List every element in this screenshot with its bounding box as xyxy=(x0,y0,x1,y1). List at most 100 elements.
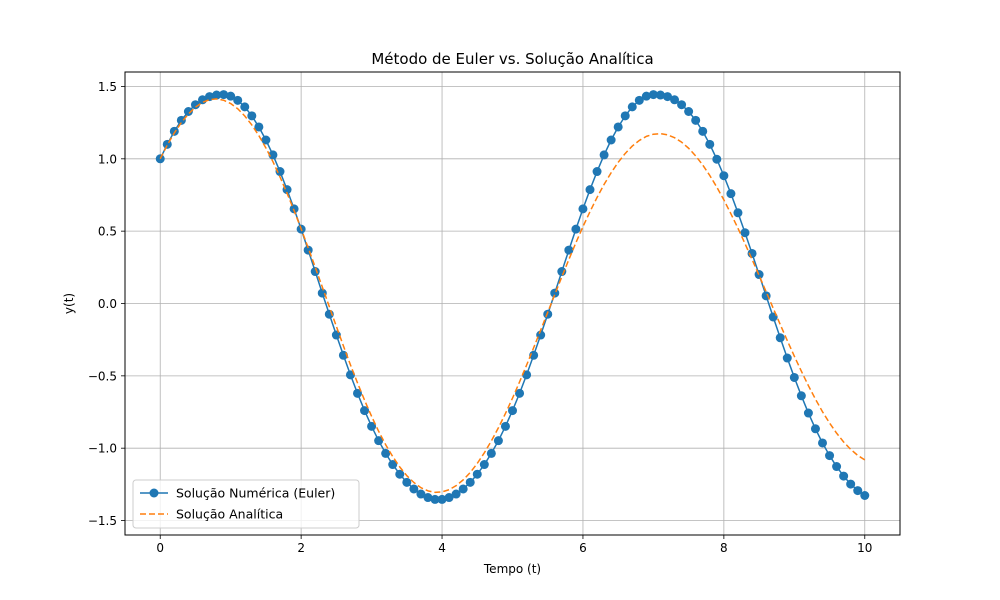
series-euler-point xyxy=(508,406,517,416)
grid xyxy=(125,72,900,535)
series-euler-point xyxy=(190,100,200,110)
series-euler-point xyxy=(437,494,447,504)
series-euler-point xyxy=(705,139,715,149)
chart-title: Método de Euler vs. Solução Analítica xyxy=(371,50,653,68)
x-tick-label: 8 xyxy=(720,541,728,555)
series-euler-point xyxy=(585,185,595,195)
series-euler-point xyxy=(268,150,278,160)
series-euler-point xyxy=(571,224,581,234)
series-euler-point xyxy=(529,350,539,360)
series-euler-point xyxy=(726,189,736,199)
series-euler-point xyxy=(212,90,222,100)
series-euler-point xyxy=(832,462,842,472)
y-tick-label: −1.5 xyxy=(88,514,117,528)
series-euler-point xyxy=(557,267,567,277)
legend-box xyxy=(132,479,360,529)
series-euler-point xyxy=(648,90,658,100)
series-euler-point xyxy=(655,90,665,100)
series-euler-point xyxy=(719,171,729,181)
series-euler-point xyxy=(810,424,820,434)
series-euler-point xyxy=(733,208,743,218)
series-euler-point xyxy=(458,484,468,494)
x-tick-label: 10 xyxy=(857,541,872,555)
series-euler-point xyxy=(627,102,637,112)
y-tick-label: 1.0 xyxy=(98,152,117,166)
ticks: 0 2 4 6 8 10 −1.5 −1.0 −0.5 0.0 0.5 1.0 1.5 xyxy=(88,80,873,555)
series-euler-point xyxy=(698,126,708,136)
series-euler-point xyxy=(374,436,384,446)
x-axis-title: Tempo (t) xyxy=(483,562,541,576)
series-euler-point xyxy=(479,460,489,470)
series-euler-point xyxy=(353,388,362,398)
series-euler-point xyxy=(381,448,391,458)
series-euler-point xyxy=(818,438,827,448)
series-euler-point xyxy=(423,493,433,503)
series-euler-point xyxy=(444,493,454,503)
series-euler-point xyxy=(515,388,525,398)
series-euler-point xyxy=(416,489,426,499)
y-tick-label: −0.5 xyxy=(88,369,117,383)
series-euler-point xyxy=(254,122,264,132)
series-euler-point xyxy=(388,460,398,470)
series-euler-point xyxy=(310,267,320,277)
series-euler-point xyxy=(219,90,229,100)
series-euler-point xyxy=(578,204,588,214)
series-euler-point xyxy=(169,126,179,136)
series-euler-point xyxy=(684,107,694,116)
series-euler-point xyxy=(395,469,405,479)
legend-label-analytic: Solução Analítica xyxy=(176,507,283,522)
series-euler-point xyxy=(331,330,341,340)
series-analytic-line xyxy=(159,98,866,494)
series-euler-point xyxy=(663,92,672,102)
series-euler-point xyxy=(500,421,510,431)
series-euler-point xyxy=(846,479,856,489)
series-euler-point xyxy=(613,122,623,132)
series-euler-point xyxy=(670,95,680,105)
series-euler-point xyxy=(853,486,863,496)
series-euler-point xyxy=(451,489,461,499)
series-euler-point xyxy=(247,111,257,121)
y-tick-label: −1.0 xyxy=(88,442,117,456)
series-euler-point xyxy=(860,491,870,500)
series-euler-point xyxy=(606,135,616,145)
series-euler-point xyxy=(740,228,750,238)
series-euler-point xyxy=(465,477,475,487)
y-tick-label: 0.5 xyxy=(98,225,117,239)
series-euler-point xyxy=(796,391,806,401)
series-euler-point xyxy=(472,469,482,479)
series-euler-point xyxy=(226,91,236,101)
series-euler-point xyxy=(402,477,412,487)
series-euler-point xyxy=(775,333,785,343)
series-euler-point xyxy=(493,436,503,446)
series-euler-point xyxy=(240,102,250,112)
x-tick-label: 4 xyxy=(438,541,446,555)
series-euler-point xyxy=(183,107,193,116)
series-euler-point xyxy=(522,370,532,380)
series-euler-point xyxy=(782,353,792,363)
series-euler-point xyxy=(712,154,722,164)
x-tick-label: 2 xyxy=(297,541,305,555)
series-euler-point xyxy=(592,167,602,177)
y-tick-label: 1.5 xyxy=(98,80,117,94)
legend-label-euler: Solução Numérica (Euler) xyxy=(176,486,335,501)
series-euler-point xyxy=(162,139,172,149)
series-euler-point xyxy=(367,421,377,431)
series-euler-point xyxy=(233,95,243,105)
series-euler-point xyxy=(839,471,849,481)
series-euler-point xyxy=(634,95,644,105)
series-euler-point xyxy=(803,408,813,418)
series-euler-point xyxy=(620,111,630,121)
series-euler-point xyxy=(261,135,271,145)
series-euler-point xyxy=(486,448,496,458)
series-euler-point xyxy=(409,484,419,494)
series-euler-point xyxy=(360,406,370,416)
series-euler-point xyxy=(825,451,835,461)
series-euler-point xyxy=(176,115,186,125)
series-euler-point xyxy=(564,245,574,255)
series-euler-point xyxy=(641,91,651,101)
series-euler-point xyxy=(599,150,609,160)
x-tick-label: 0 xyxy=(156,541,164,555)
y-tick-label: 0.0 xyxy=(98,297,117,311)
legend: Solução Numérica (Euler) Solução Analíti… xyxy=(132,479,360,529)
